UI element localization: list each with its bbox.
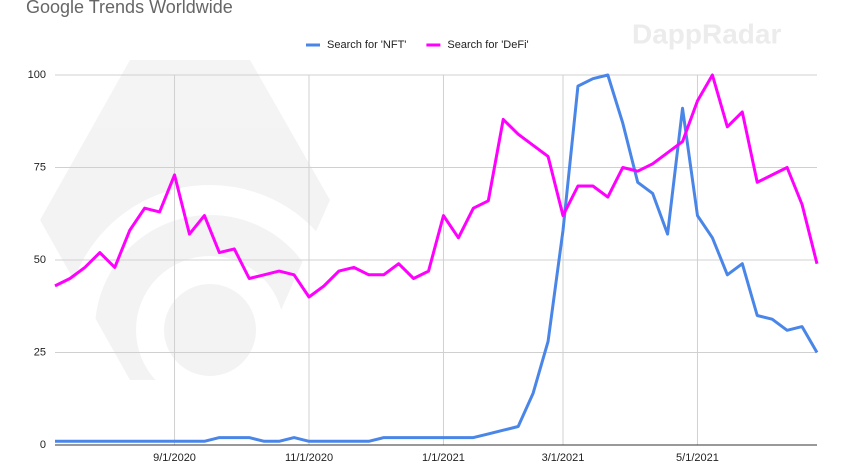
y-tick-label: 75 [34,161,46,173]
x-tick-label: 11/1/2020 [285,452,333,462]
y-tick-label: 100 [28,69,46,81]
y-tick-label: 25 [34,346,46,358]
chart-title: Google Trends Worldwide [26,0,233,17]
line-series [54,73,819,299]
legend-label: Search for 'NFT' [327,39,406,51]
x-tick-label: 3/1/2021 [542,452,585,462]
x-tick-label: 9/1/2020 [153,452,196,462]
y-tick-label: 50 [34,254,46,266]
legend-label: Search for 'DeFi' [447,39,528,51]
line-series [55,73,819,443]
y-tick-label: 0 [40,439,46,451]
x-tick-label: 1/1/2021 [422,452,465,462]
x-tick-label: 5/1/2021 [676,452,719,462]
watermark: DappRadar [632,18,781,49]
